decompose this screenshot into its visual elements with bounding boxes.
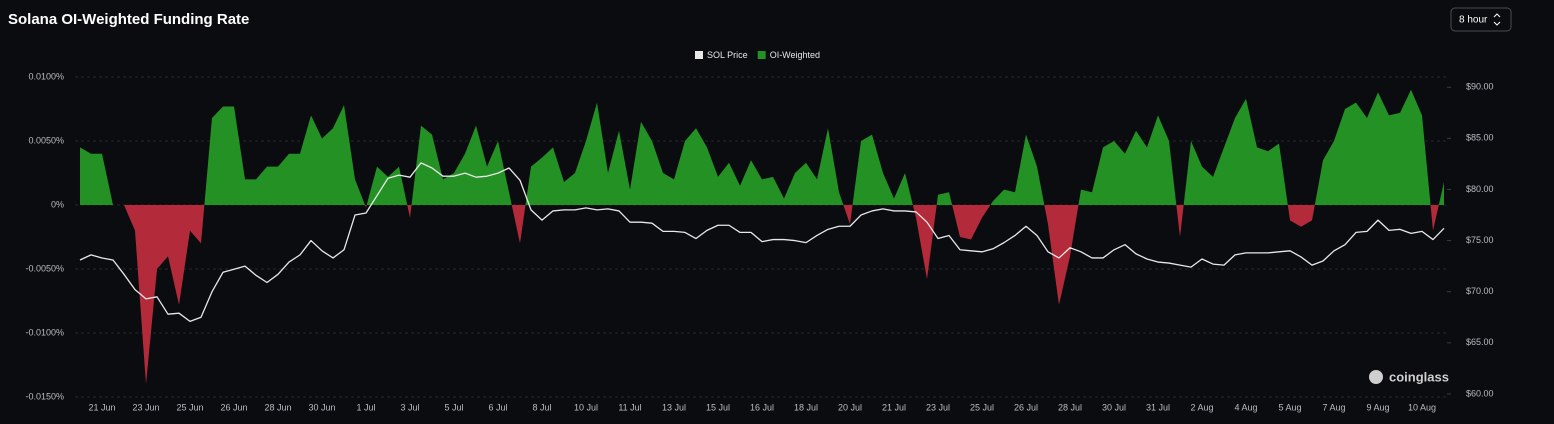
interval-selector[interactable]: 8 hour — [1450, 7, 1512, 32]
x-tick-label: 21 Jul — [882, 402, 906, 412]
y-tick-label: -0.0050% — [25, 263, 64, 273]
x-tick-label: 7 Aug — [1322, 402, 1345, 412]
watermark-text: coinglass — [1389, 369, 1449, 384]
y2-tick-label: $80.00 — [1466, 184, 1494, 194]
x-tick-label: 4 Aug — [1234, 402, 1257, 412]
x-tick-label: 26 Jul — [1014, 402, 1038, 412]
x-tick-label: 10 Jul — [574, 402, 598, 412]
selector-label[interactable]: 8 hour — [1459, 15, 1488, 26]
x-tick-label: 5 Aug — [1278, 402, 1301, 412]
y2-tick-label: $60.00 — [1466, 388, 1494, 398]
x-tick-label: 28 Jul — [1058, 402, 1082, 412]
y2-tick-label: $90.00 — [1466, 82, 1494, 92]
y2-tick-label: $70.00 — [1466, 286, 1494, 296]
y-tick-label: 0.0050% — [28, 135, 64, 145]
x-tick-label: 21 Jun — [88, 402, 115, 412]
x-tick-label: 18 Jul — [794, 402, 818, 412]
x-tick-label: 15 Jul — [706, 402, 730, 412]
x-tick-label: 31 Jul — [1146, 402, 1170, 412]
funding-area — [80, 89, 1444, 385]
y-tick-label: 0% — [51, 199, 64, 209]
legend-swatch — [695, 51, 703, 59]
chart-title: Solana OI-Weighted Funding Rate — [8, 11, 249, 28]
y2-tick-label: $65.00 — [1466, 337, 1494, 347]
x-tick-label: 28 Jun — [264, 402, 291, 412]
x-tick-label: 30 Jul — [1102, 402, 1126, 412]
watermark-icon — [1369, 370, 1383, 384]
x-tick-label: 2 Aug — [1190, 402, 1213, 412]
selector-chevron[interactable] — [1493, 13, 1501, 26]
x-tick-label: 13 Jul — [662, 402, 686, 412]
x-tick-label: 5 Jul — [444, 402, 463, 412]
y2-tick-label: $75.00 — [1466, 235, 1494, 245]
legend-swatch — [757, 51, 766, 59]
y-tick-label: -0.0100% — [25, 327, 64, 337]
x-tick-label: 8 Jul — [532, 402, 551, 412]
x-tick-label: 16 Jul — [750, 402, 774, 412]
x-tick-label: 11 Jul — [618, 402, 641, 412]
x-tick-label: 9 Aug — [1366, 402, 1389, 412]
x-tick-label: 20 Jul — [838, 402, 862, 412]
x-tick-label: 30 Jun — [308, 402, 335, 412]
x-tick-label: 26 Jun — [220, 402, 247, 412]
x-tick-label: 1 Jul — [356, 402, 375, 412]
x-tick-label: 23 Jun — [132, 402, 159, 412]
watermark: coinglass — [1369, 369, 1449, 384]
x-tick-label: 10 Aug — [1408, 402, 1436, 412]
legend-label: OI-Weighted — [770, 50, 820, 60]
x-tick-label: 25 Jun — [176, 402, 203, 412]
selector-box[interactable] — [1450, 7, 1512, 32]
price-line — [79, 162, 1445, 322]
y-tick-label: -0.0150% — [25, 391, 64, 401]
y2-tick-label: $85.00 — [1466, 133, 1494, 143]
x-tick-label: 23 Jul — [926, 402, 950, 412]
legend-label: SOL Price — [707, 50, 748, 60]
x-tick-label: 25 Jul — [970, 402, 994, 412]
x-tick-label: 6 Jul — [488, 402, 507, 412]
y-tick-label: 0.0100% — [28, 71, 64, 81]
x-tick-label: 3 Jul — [400, 402, 419, 412]
